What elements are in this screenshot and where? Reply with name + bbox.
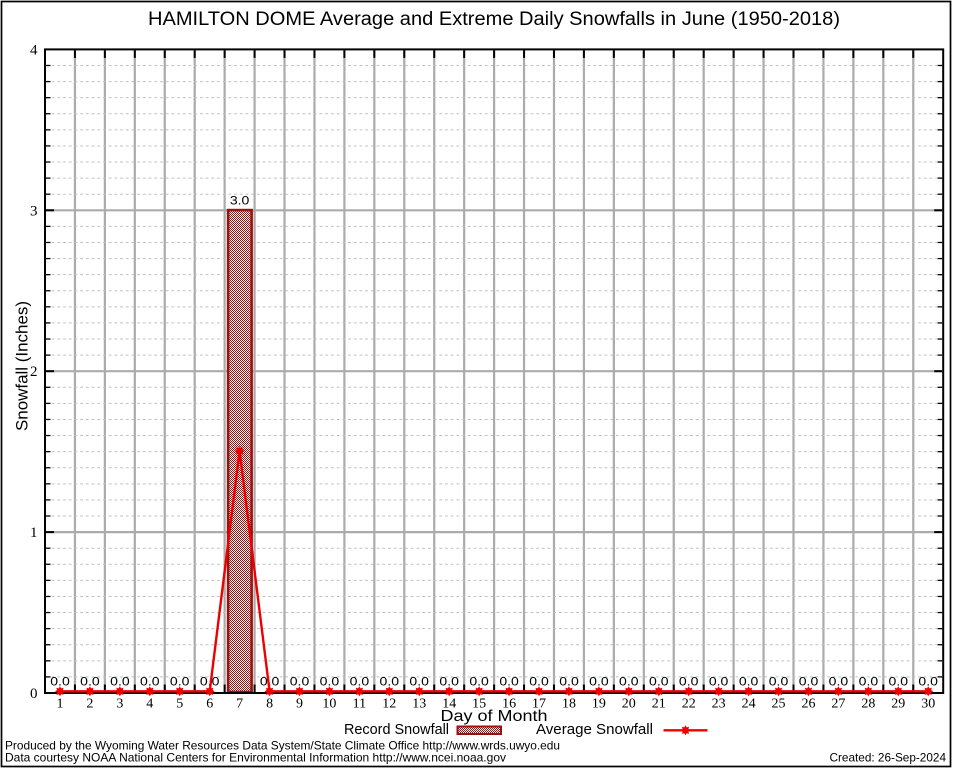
svg-text:0.0: 0.0 (559, 675, 579, 689)
svg-text:0.0: 0.0 (50, 675, 70, 689)
svg-text:4: 4 (146, 697, 153, 712)
svg-text:Created: 26-Sep-2024: Created: 26-Sep-2024 (830, 751, 947, 765)
svg-text:12: 12 (382, 697, 396, 712)
svg-text:17: 17 (532, 697, 546, 712)
svg-text:0.0: 0.0 (829, 675, 849, 689)
svg-text:0.0: 0.0 (439, 675, 459, 689)
svg-text:2: 2 (86, 697, 93, 712)
svg-text:0.0: 0.0 (859, 675, 879, 689)
svg-text:0.0: 0.0 (918, 675, 938, 689)
svg-text:13: 13 (412, 697, 426, 712)
svg-text:0.0: 0.0 (889, 675, 909, 689)
svg-text:Record Snowfall: Record Snowfall (344, 721, 449, 738)
svg-text:Data courtesy NOAA National Ce: Data courtesy NOAA National Centers for … (5, 751, 506, 765)
svg-text:19: 19 (592, 697, 606, 712)
svg-text:0.0: 0.0 (140, 675, 160, 689)
svg-text:0.0: 0.0 (350, 675, 370, 689)
svg-text:9: 9 (296, 697, 303, 712)
svg-text:0.0: 0.0 (709, 675, 729, 689)
svg-text:0.0: 0.0 (170, 675, 190, 689)
svg-text:23: 23 (712, 697, 726, 712)
svg-text:22: 22 (682, 697, 696, 712)
svg-text:HAMILTON DOME Average and Extr: HAMILTON DOME Average and Extreme Daily … (148, 9, 840, 30)
svg-text:24: 24 (742, 697, 756, 712)
svg-text:0.0: 0.0 (589, 675, 609, 689)
svg-text:0.0: 0.0 (469, 675, 489, 689)
svg-text:0.0: 0.0 (679, 675, 699, 689)
svg-text:30: 30 (921, 697, 935, 712)
svg-text:10: 10 (322, 697, 336, 712)
svg-text:0.0: 0.0 (409, 675, 429, 689)
svg-text:Snowfall (Inches): Snowfall (Inches) (13, 301, 32, 431)
svg-text:Day of Month: Day of Month (441, 708, 548, 725)
svg-text:20: 20 (622, 697, 636, 712)
svg-text:Produced by the Wyoming Water: Produced by the Wyoming Water Resources … (5, 739, 560, 753)
svg-text:7: 7 (236, 697, 243, 712)
svg-text:15: 15 (472, 697, 486, 712)
svg-text:2: 2 (30, 364, 38, 380)
svg-text:25: 25 (772, 697, 786, 712)
svg-text:1: 1 (57, 697, 64, 712)
svg-text:3.0: 3.0 (230, 193, 250, 207)
svg-text:18: 18 (562, 697, 576, 712)
svg-text:0.0: 0.0 (769, 675, 789, 689)
svg-text:26: 26 (802, 697, 816, 712)
svg-text:28: 28 (861, 697, 875, 712)
svg-text:0.0: 0.0 (110, 675, 130, 689)
svg-text:Average Snowfall: Average Snowfall (536, 721, 653, 738)
svg-text:1: 1 (30, 525, 38, 541)
svg-text:0.0: 0.0 (799, 675, 819, 689)
svg-text:16: 16 (502, 697, 516, 712)
svg-text:21: 21 (652, 697, 666, 712)
svg-text:29: 29 (891, 697, 905, 712)
svg-text:6: 6 (206, 697, 213, 712)
svg-text:8: 8 (266, 697, 273, 712)
svg-text:27: 27 (831, 697, 845, 712)
svg-text:0.0: 0.0 (499, 675, 519, 689)
svg-text:3: 3 (116, 697, 123, 712)
svg-text:5: 5 (176, 697, 183, 712)
svg-text:0: 0 (30, 686, 38, 702)
svg-text:14: 14 (442, 697, 456, 712)
svg-text:4: 4 (30, 42, 38, 58)
svg-text:11: 11 (353, 697, 366, 712)
svg-text:0.0: 0.0 (619, 675, 639, 689)
svg-text:0.0: 0.0 (649, 675, 669, 689)
svg-text:3: 3 (30, 203, 38, 219)
svg-text:0.0: 0.0 (320, 675, 340, 689)
svg-text:0.0: 0.0 (380, 675, 400, 689)
svg-text:0.0: 0.0 (260, 675, 280, 689)
svg-text:0.0: 0.0 (290, 675, 310, 689)
svg-text:0.0: 0.0 (739, 675, 759, 689)
svg-text:0.0: 0.0 (80, 675, 100, 689)
svg-text:0.0: 0.0 (529, 675, 549, 689)
